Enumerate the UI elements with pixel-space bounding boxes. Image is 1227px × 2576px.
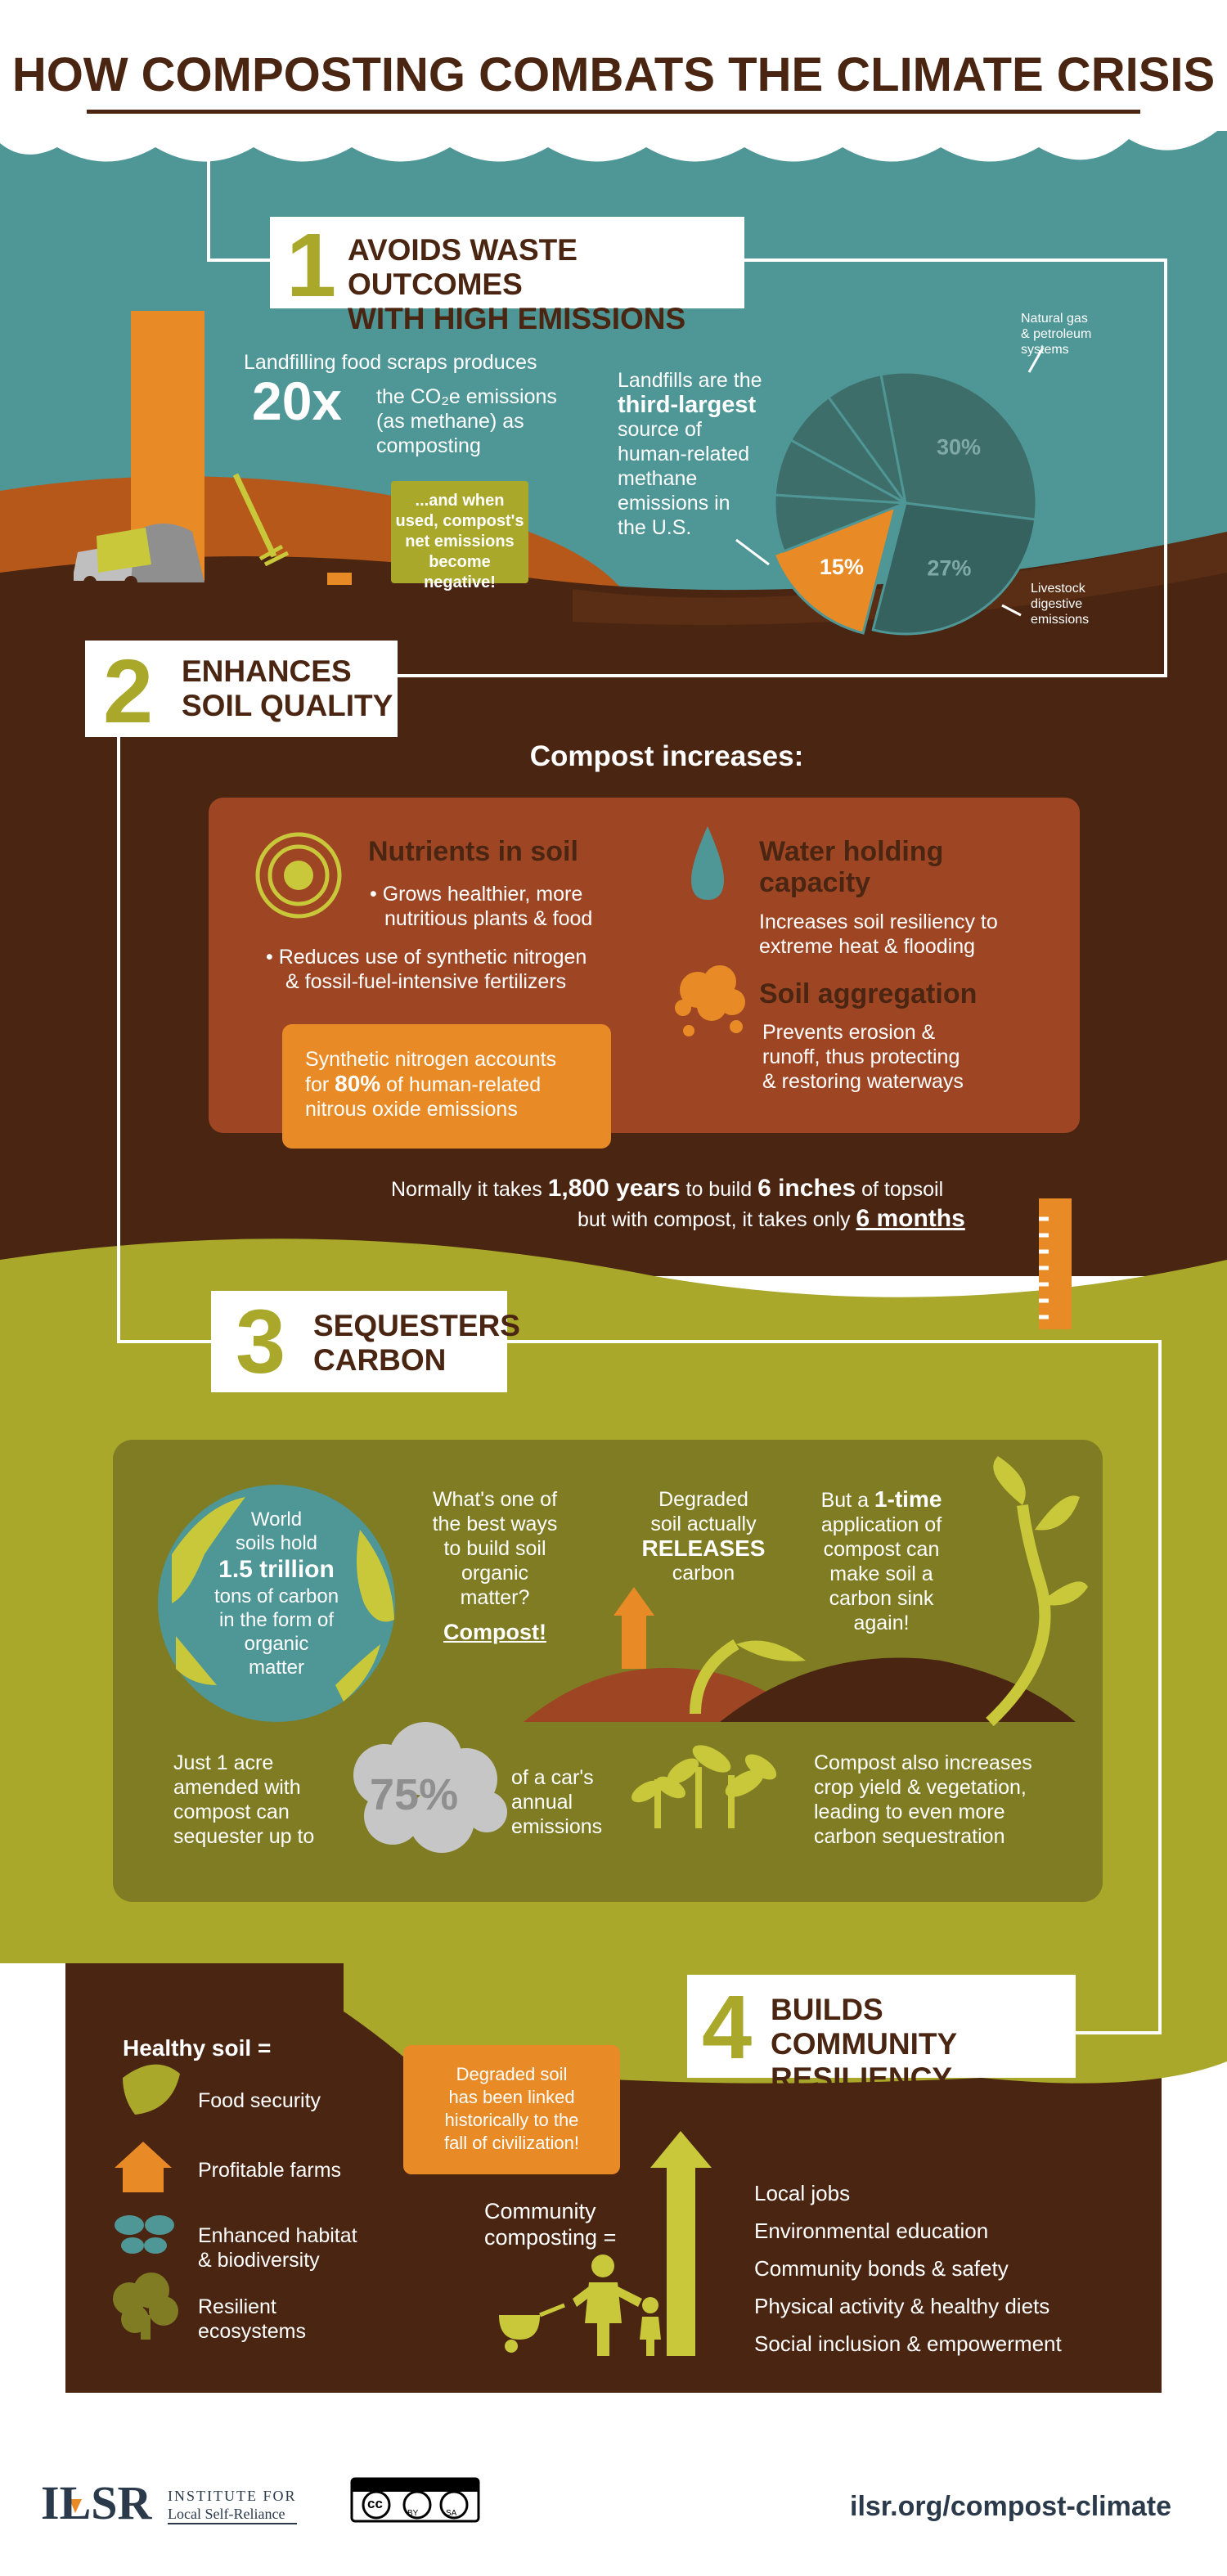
- water-holding-title: Water holding capacity: [759, 836, 944, 898]
- benefit-item: Physical activity & healthy diets: [754, 2294, 1050, 2318]
- crop-yield-text: Compost also increases crop yield & vege…: [814, 1751, 1032, 1848]
- acre-sequester-text: Just 1 acre amended with compost can seq…: [173, 1751, 315, 1848]
- world-soils-text: World soils hold 1.5 trillion tons of ca…: [213, 1508, 339, 1679]
- page-title: HOW COMPOSTING COMBATS THE CLIMATE CRISI…: [11, 48, 1216, 101]
- car-emissions-percent: 75%: [370, 1770, 459, 1819]
- nutrients-bullet-1: • Grows healthier, more nutritious plant…: [370, 883, 593, 930]
- section-2-header: 2 ENHANCES SOIL QUALITY: [85, 641, 398, 737]
- landfill-intro: Landfilling food scraps produces: [244, 351, 537, 374]
- pie-slice-livestock: [871, 501, 1037, 636]
- topsoil-line-1: Normally it takes 1,800 years to build 6…: [391, 1175, 944, 1202]
- healthy-soil-heading: Healthy soil =: [123, 2035, 272, 2061]
- water-holding-text: Increases soil resiliency to extreme hea…: [759, 910, 998, 958]
- cc-sa-label: SA: [446, 2509, 457, 2518]
- car-emissions-text: of a car's annual emissions: [511, 1766, 603, 1838]
- cc-license-icon: cc: [367, 2496, 383, 2511]
- pie-label-natural-gas: Natural gas & petroleum systems: [1021, 312, 1092, 357]
- section-1-header: 1 AVOIDS WASTE OUTCOMES WITH HIGH EMISSI…: [270, 215, 744, 335]
- nutrients-title: Nutrients in soil: [368, 836, 578, 867]
- pie-label-livestock: Livestock digestive emissions: [1031, 582, 1090, 627]
- community-benefits-list: Local jobs Environmental education Commu…: [754, 2174, 1062, 2362]
- soil-aggregation-text: Prevents erosion & runoff, thus protecti…: [762, 1021, 964, 1093]
- section-2-number: 2: [103, 641, 154, 742]
- section-3-number: 3: [236, 1292, 286, 1392]
- best-ways-question: What's one of the best ways to build soi…: [432, 1488, 558, 1644]
- cc-by-label: BY: [407, 2509, 419, 2518]
- healthy-item-food-security: Food security: [198, 2089, 321, 2112]
- benefit-item: Social inclusion & empowerment: [754, 2331, 1062, 2356]
- section-3-header: 3 SEQUESTERS CARBON: [211, 1291, 520, 1392]
- footer-url-link[interactable]: ilsr.org/compost-climate: [850, 2491, 1171, 2522]
- degraded-soil-text: Degraded soil actually RELEASES carbon: [641, 1488, 766, 1585]
- landfills-ranking-text: Landfills are the third-largest source o…: [618, 369, 762, 539]
- soil-aggregation-title: Soil aggregation: [759, 978, 978, 1009]
- pie-leader-lines: [735, 347, 1045, 617]
- synthetic-nitrogen-callout: Synthetic nitrogen accounts for 80% of h…: [282, 1024, 611, 1149]
- healthy-item-ecosystems: Resilient ecosystems: [198, 2295, 306, 2343]
- section-3-title: SEQUESTERS CARBON: [313, 1309, 520, 1377]
- benefit-item: Environmental education: [754, 2219, 989, 2243]
- section-4-title: BUILDS COMMUNITY RESILIENCY: [771, 1993, 958, 2095]
- topsoil-line-2: but with compost, it takes only 6 months: [578, 1205, 965, 1232]
- multiplier-stat: 20x: [252, 371, 343, 431]
- negative-emissions-callout: ...and when used, compost's net emission…: [391, 481, 528, 591]
- section-1-title: AVOIDS WASTE OUTCOMES WITH HIGH EMISSION…: [348, 233, 686, 335]
- nutrients-bullet-2: • Reduces use of synthetic nitrogen & fo…: [266, 946, 587, 993]
- pie-label-27: 27%: [927, 556, 971, 581]
- community-composting-label: Community composting =: [484, 2199, 617, 2250]
- ilsr-logo-subtitle: INSTITUTE FOR Local Self-Reliance: [168, 2487, 297, 2524]
- civilization-callout: Degraded soil has been linked historical…: [403, 2045, 620, 2174]
- methane-pie-chart: 15% 27% 30%: [772, 371, 1038, 636]
- section-4-number: 4: [702, 1977, 753, 2078]
- emissions-text: the CO₂e emissions (as methane) as compo…: [376, 385, 557, 457]
- section-1-number: 1: [286, 215, 337, 316]
- section-2-title: ENHANCES SOIL QUALITY: [182, 654, 393, 722]
- healthy-item-profitable-farms: Profitable farms: [198, 2159, 342, 2182]
- pie-slice-landfills: [772, 504, 898, 635]
- ilsr-logo: ILSR: [41, 2476, 152, 2529]
- title-underline: [87, 110, 1140, 114]
- compost-increases-heading: Compost increases:: [529, 740, 804, 772]
- pie-label-15: 15%: [820, 555, 864, 579]
- section-4-header: 4 BUILDS COMMUNITY RESILIENCY: [687, 1975, 1076, 2095]
- one-time-application-text: But a 1-time application of compost can …: [820, 1486, 942, 1635]
- benefit-item: Local jobs: [754, 2181, 851, 2205]
- benefit-item: Community bonds & safety: [754, 2256, 1009, 2281]
- healthy-item-habitat: Enhanced habitat & biodiversity: [198, 2224, 357, 2272]
- pie-label-30: 30%: [937, 435, 981, 460]
- pie-slice-natural-gas: [879, 371, 1038, 521]
